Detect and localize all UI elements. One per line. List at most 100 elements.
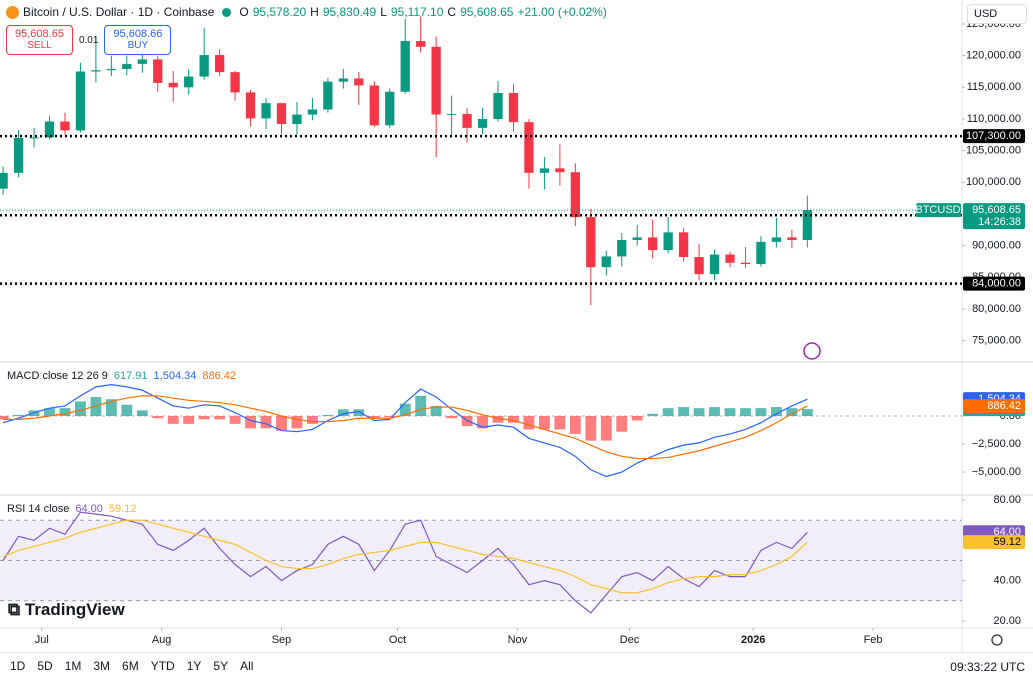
histogram-bar — [59, 408, 71, 417]
histogram-bar — [662, 408, 674, 417]
settings-icon[interactable] — [991, 634, 1003, 646]
candle-body — [586, 217, 596, 268]
histogram-bar — [260, 416, 272, 429]
histogram-bar — [229, 416, 241, 424]
sell-label: SELL — [27, 40, 52, 51]
candle-body — [678, 232, 689, 258]
candle-body — [106, 68, 116, 71]
legend-value: 617.91 — [114, 370, 148, 382]
histogram-bar — [183, 416, 195, 424]
candle-body — [663, 232, 673, 251]
range-button[interactable]: 3M — [93, 659, 111, 673]
x-tick-label: Feb — [864, 634, 883, 646]
x-tick-label: Aug — [152, 634, 172, 646]
change: +21.00 (+0.02%) — [517, 5, 607, 19]
legend-value: 59.12 — [109, 503, 137, 515]
candle-body — [416, 41, 426, 47]
candle-body — [648, 237, 658, 251]
candle-body — [524, 122, 534, 173]
candle-body — [214, 55, 225, 73]
sell-button[interactable]: 95,608.65 SELL — [6, 25, 73, 55]
label: H — [310, 5, 319, 19]
histogram-bar — [337, 409, 349, 417]
histogram-bar — [384, 416, 396, 418]
histogram-bar — [770, 407, 782, 417]
label: L — [380, 5, 387, 19]
low: 95,117.10 — [390, 5, 444, 19]
symbol: Bitcoin / U.S. Dollar · 1D · Coinbase — [23, 5, 215, 19]
buy-button[interactable]: 95,608.66 BUY — [104, 25, 172, 55]
level-label: 84,000.00 — [972, 278, 1021, 290]
status-dot — [222, 7, 232, 17]
range-button[interactable]: 1D — [10, 659, 26, 673]
label: C — [447, 5, 457, 19]
logo: ⧉ TradingView — [8, 600, 125, 619]
candle-body — [323, 81, 333, 110]
candle-body — [385, 91, 395, 126]
histogram-bar — [167, 416, 179, 424]
range-button[interactable]: 6M — [122, 659, 139, 673]
indicator-line — [2, 384, 808, 478]
histogram-bar — [399, 403, 411, 417]
histogram-bar — [446, 416, 458, 419]
candle-body — [0, 172, 8, 189]
candle-body — [292, 114, 302, 125]
candle-body — [184, 76, 194, 88]
histogram-bar — [13, 414, 24, 417]
legend-value: 1,504.34 — [154, 370, 197, 382]
range-button[interactable]: 5Y — [213, 659, 229, 673]
histogram-bar — [569, 416, 581, 434]
range-button[interactable]: 1Y — [186, 659, 202, 673]
clock: 09:33:22 UTC — [950, 660, 1025, 674]
y-tick-label: 120,000.00 — [966, 50, 1021, 62]
candle-body — [771, 237, 782, 242]
candle-body — [555, 168, 565, 173]
histogram-bar — [523, 416, 535, 430]
level-label-box — [963, 129, 1025, 144]
histogram-bar — [508, 416, 519, 423]
coin-icon — [6, 5, 19, 19]
histogram-bar — [554, 416, 566, 430]
histogram-bar — [647, 413, 659, 417]
candle-body — [199, 55, 209, 77]
histogram-bar — [631, 416, 643, 421]
range-button[interactable]: YTD — [150, 659, 175, 673]
histogram-bar — [152, 416, 164, 419]
candle-body — [137, 59, 147, 64]
histogram-bar — [709, 407, 720, 417]
range-button[interactable]: 5D — [37, 659, 53, 673]
y-tick-label: 75,000.00 — [972, 335, 1021, 347]
candle-body — [369, 85, 379, 126]
y-tick-label: 115,000.00 — [967, 81, 1021, 93]
range-button[interactable]: All — [240, 659, 254, 673]
y-tick-label: 20.00 — [993, 615, 1021, 627]
histogram-bar — [121, 404, 133, 417]
y-tick-label: −2,500.00 — [972, 438, 1021, 450]
histogram-bar — [44, 408, 55, 417]
spread: 0.01 — [78, 34, 99, 46]
candle-body — [694, 257, 704, 275]
histogram-bar — [693, 408, 705, 417]
histogram-bar — [291, 416, 303, 429]
histogram-bar — [755, 408, 767, 417]
candle-body — [632, 237, 642, 240]
y-tick-label: 100,000.00 — [966, 176, 1021, 188]
histogram-bar — [75, 401, 86, 417]
candle-body — [539, 168, 550, 173]
indicator-line — [2, 511, 808, 614]
range-button[interactable]: 1M — [64, 659, 82, 673]
currency-select[interactable]: USD — [967, 4, 1027, 24]
histogram-bar — [368, 416, 380, 419]
histogram-bar — [616, 416, 628, 432]
candle-body — [91, 70, 101, 72]
close: 95,608.65 — [460, 5, 514, 19]
candle-body — [725, 254, 735, 263]
histogram-bar — [307, 416, 318, 424]
histogram-bar — [740, 408, 751, 417]
y-tick-label: −5,000.00 — [972, 466, 1021, 478]
histogram-bar — [105, 399, 117, 417]
icon — [803, 342, 821, 360]
